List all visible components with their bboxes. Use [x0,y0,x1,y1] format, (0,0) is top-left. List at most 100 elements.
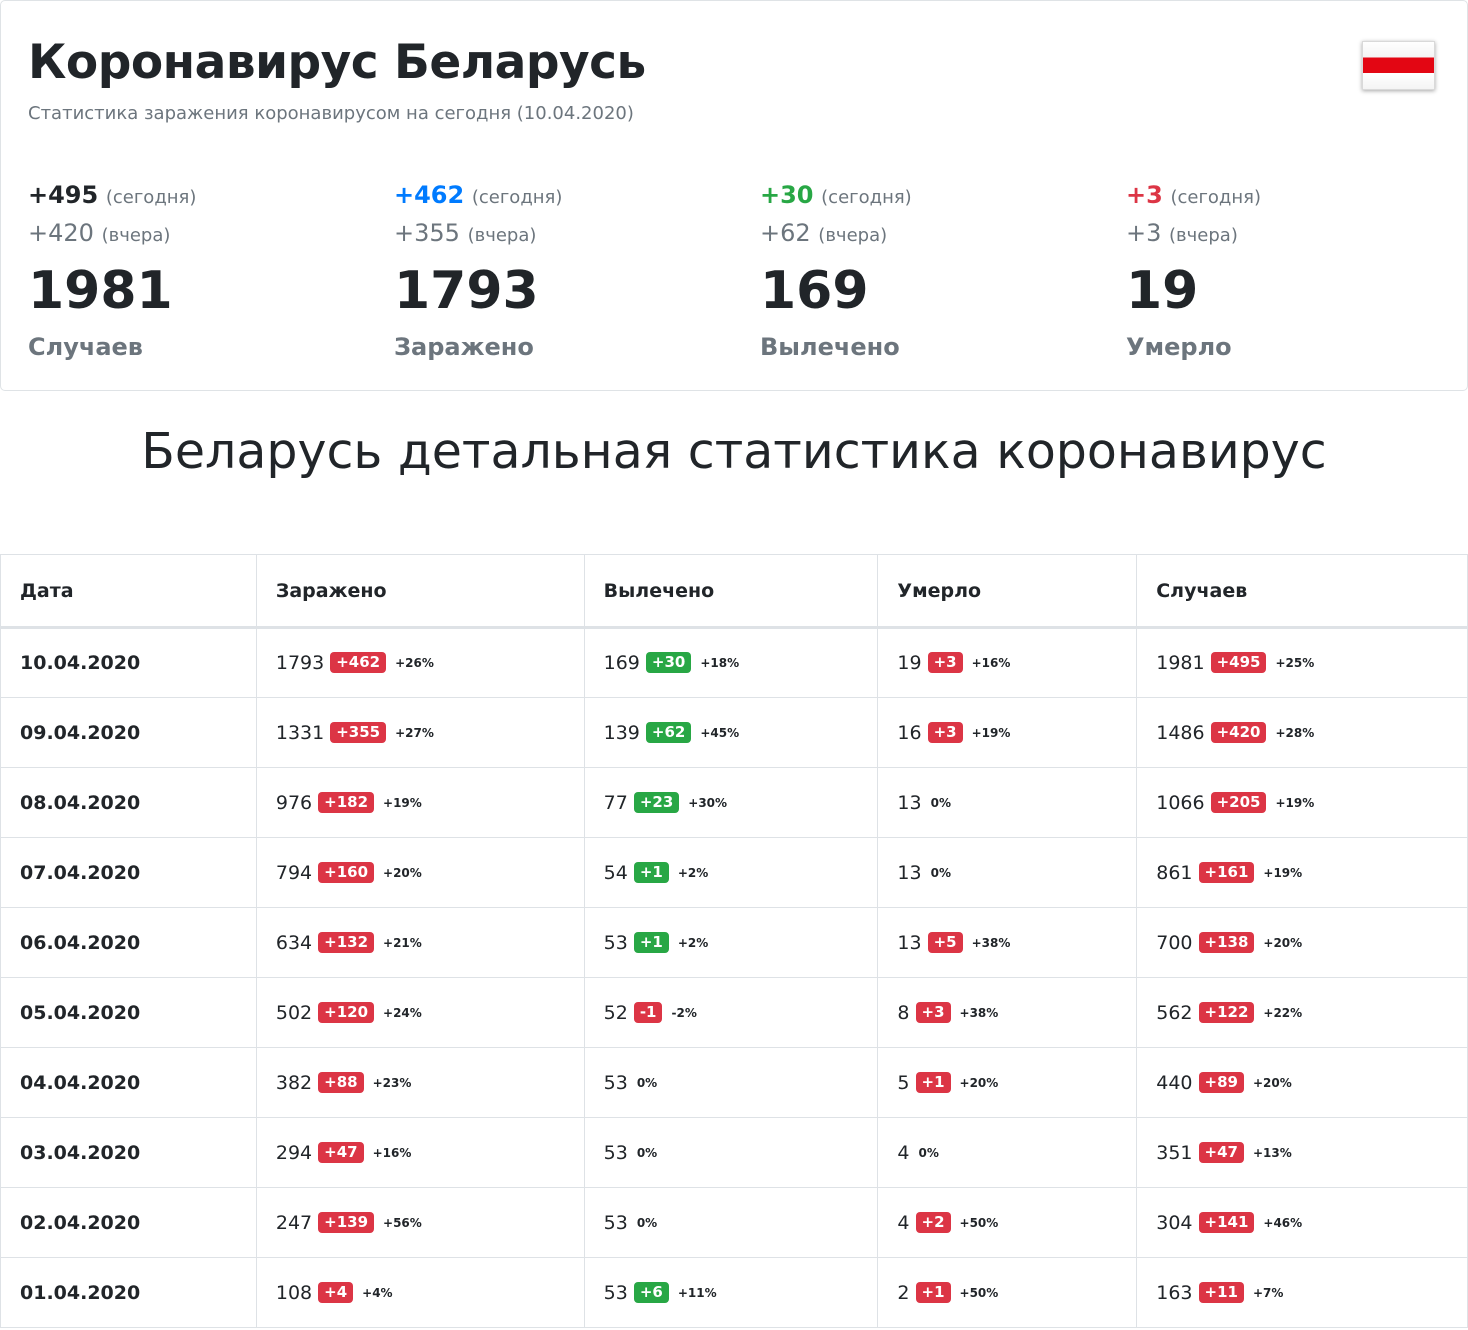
delta-percent: +16% [372,1145,412,1160]
cell-deaths: 13 +5 +38% [877,907,1138,978]
cell-value: 351 [1156,1141,1193,1164]
delta-badge: +355 [330,721,387,743]
delta-percent: +7% [1252,1285,1284,1300]
stat-recovered: +30 (сегодня) +62 (вчера) 169 Вылечено [760,177,1100,365]
cell-infected: 294 +47 +16% [255,1117,585,1188]
delta-badge: +132 [318,931,375,953]
cell-value: 562 [1156,1001,1193,1024]
delta-badge: +4 [318,1281,354,1303]
cell-value: 1066 [1156,791,1205,814]
table-row: 04.04.2020 382 +88 +23% 53 0% 5 +1 +20% 440 +89 +20… [0,1047,1468,1118]
stat-today-value: +3 [1126,181,1163,209]
delta-percent: +2% [677,865,709,880]
stat-label: Случаев [28,333,143,361]
stat-today-value: +462 [394,181,465,209]
cell-value: 247 [275,1211,313,1234]
cell-value: 304 [1156,1211,1193,1234]
stat-today: +30 (сегодня) [760,177,1100,215]
cell-date: 04.04.2020 [0,1047,257,1118]
cell-recovered: 53 0% [583,1047,879,1118]
delta-percent: +11% [677,1285,717,1300]
delta-badge: +3 [927,652,963,673]
stat-yesterday-label: (вчера) [818,225,888,246]
cell-recovered: 53 +6 +11% [583,1257,879,1328]
cell-infected: 247 +139 +56% [255,1187,585,1258]
cell-value: 52 [603,1001,628,1024]
delta-percent: +24% [383,1005,422,1020]
table-row: 09.04.2020 1331 +355 +27% 139 +62 +45% 16 +3 +19%… [0,697,1468,768]
cell-value: 1331 [275,721,325,744]
stat-label: Заражено [394,333,534,361]
stat-infected: +462 (сегодня) +355 (вчера) 1793 Заражено [394,177,734,365]
delta-percent: +28% [1275,725,1315,740]
delta-percent: +38% [971,935,1011,950]
delta-percent: +19% [1263,865,1303,880]
cell-cases: 700 +138 +20% [1136,907,1468,978]
stat-cases: +495 (сегодня) +420 (вчера) 1981 Случаев [28,177,368,365]
delta-percent: +26% [395,656,434,670]
stat-today: +3 (сегодня) [1126,177,1466,215]
page-title: Коронавирус Беларусь [28,35,646,90]
delta-percent: +20% [1252,1075,1292,1090]
stat-yesterday: +62 (вчера) [760,215,1100,253]
delta-percent: +18% [700,656,740,670]
cell-infected: 794 +160 +20% [255,837,585,908]
cell-date: 02.04.2020 [0,1187,257,1258]
belarus-flag-icon [1362,41,1435,90]
cell-value: 1981 [1156,652,1205,674]
delta-percent: +20% [383,865,422,880]
stat-today-label: (сегодня) [1170,187,1261,208]
cell-cases: 562 +122 +22% [1136,977,1468,1048]
delta-badge: +1 [633,931,669,953]
delta-percent: +19% [1275,795,1315,810]
delta-percent: 0% [636,1145,658,1160]
cell-value: 502 [275,1001,313,1024]
stat-yesterday-label: (вчера) [467,225,537,246]
delta-badge: +2 [915,1211,951,1233]
stat-yesterday: +3 (вчера) [1126,215,1466,253]
cell-value: 382 [275,1071,313,1094]
column-header-recovered[interactable]: Вылечено [583,554,879,629]
cell-cases: 1066 +205 +19% [1136,767,1468,838]
delta-badge: +47 [318,1141,364,1163]
cell-deaths: 4 +2 +50% [877,1187,1138,1258]
cell-date: 08.04.2020 [0,767,257,838]
stats-table: Дата Заражено Вылечено Умерло Случаев 10… [0,554,1468,1328]
column-header-deaths[interactable]: Умерло [877,554,1138,629]
delta-badge: +23 [633,791,680,813]
table-row: 08.04.2020 976 +182 +19% 77 +23 +30% 13 0% 1066 +2… [0,767,1468,838]
cell-recovered: 53 0% [583,1117,879,1188]
delta-badge: +1 [915,1071,951,1093]
column-header-date[interactable]: Дата [0,554,257,629]
cell-recovered: 77 +23 +30% [583,767,879,838]
delta-badge: +47 [1198,1141,1244,1163]
cell-cases: 1981 +495 +25% [1136,627,1468,698]
delta-badge: +161 [1198,861,1255,883]
cell-deaths: 5 +1 +20% [877,1047,1138,1118]
cell-value: 700 [1156,931,1193,954]
summary-card: Коронавирус Беларусь Статистика заражени… [0,0,1468,391]
cell-value: 53 [603,931,628,954]
delta-percent: +25% [1275,656,1315,670]
cell-deaths: 13 0% [877,837,1138,908]
cell-value: 53 [603,1211,628,1234]
cell-value: 169 [603,652,640,674]
cell-date: 05.04.2020 [0,977,257,1048]
delta-badge: +5 [927,931,963,953]
delta-badge: +182 [318,791,375,813]
delta-percent: +16% [971,656,1011,670]
stat-deaths: +3 (сегодня) +3 (вчера) 19 Умерло [1126,177,1466,365]
delta-percent: 0% [636,1215,658,1230]
column-header-infected[interactable]: Заражено [255,554,585,629]
column-header-cases[interactable]: Случаев [1136,554,1468,629]
delta-percent: +30% [688,795,728,810]
delta-percent: -2% [671,1005,697,1020]
delta-percent: +21% [383,935,422,950]
stat-yesterday: +420 (вчера) [28,215,368,253]
stat-total: 1981 [28,261,173,321]
stat-yesterday-value: +420 [28,219,94,247]
table-row: 05.04.2020 502 +120 +24% 52 -1 -2% 8 +3 +38% 562 +1… [0,977,1468,1048]
delta-badge: +122 [1198,1001,1255,1023]
delta-percent: +27% [395,725,434,740]
delta-badge: +462 [330,652,387,673]
